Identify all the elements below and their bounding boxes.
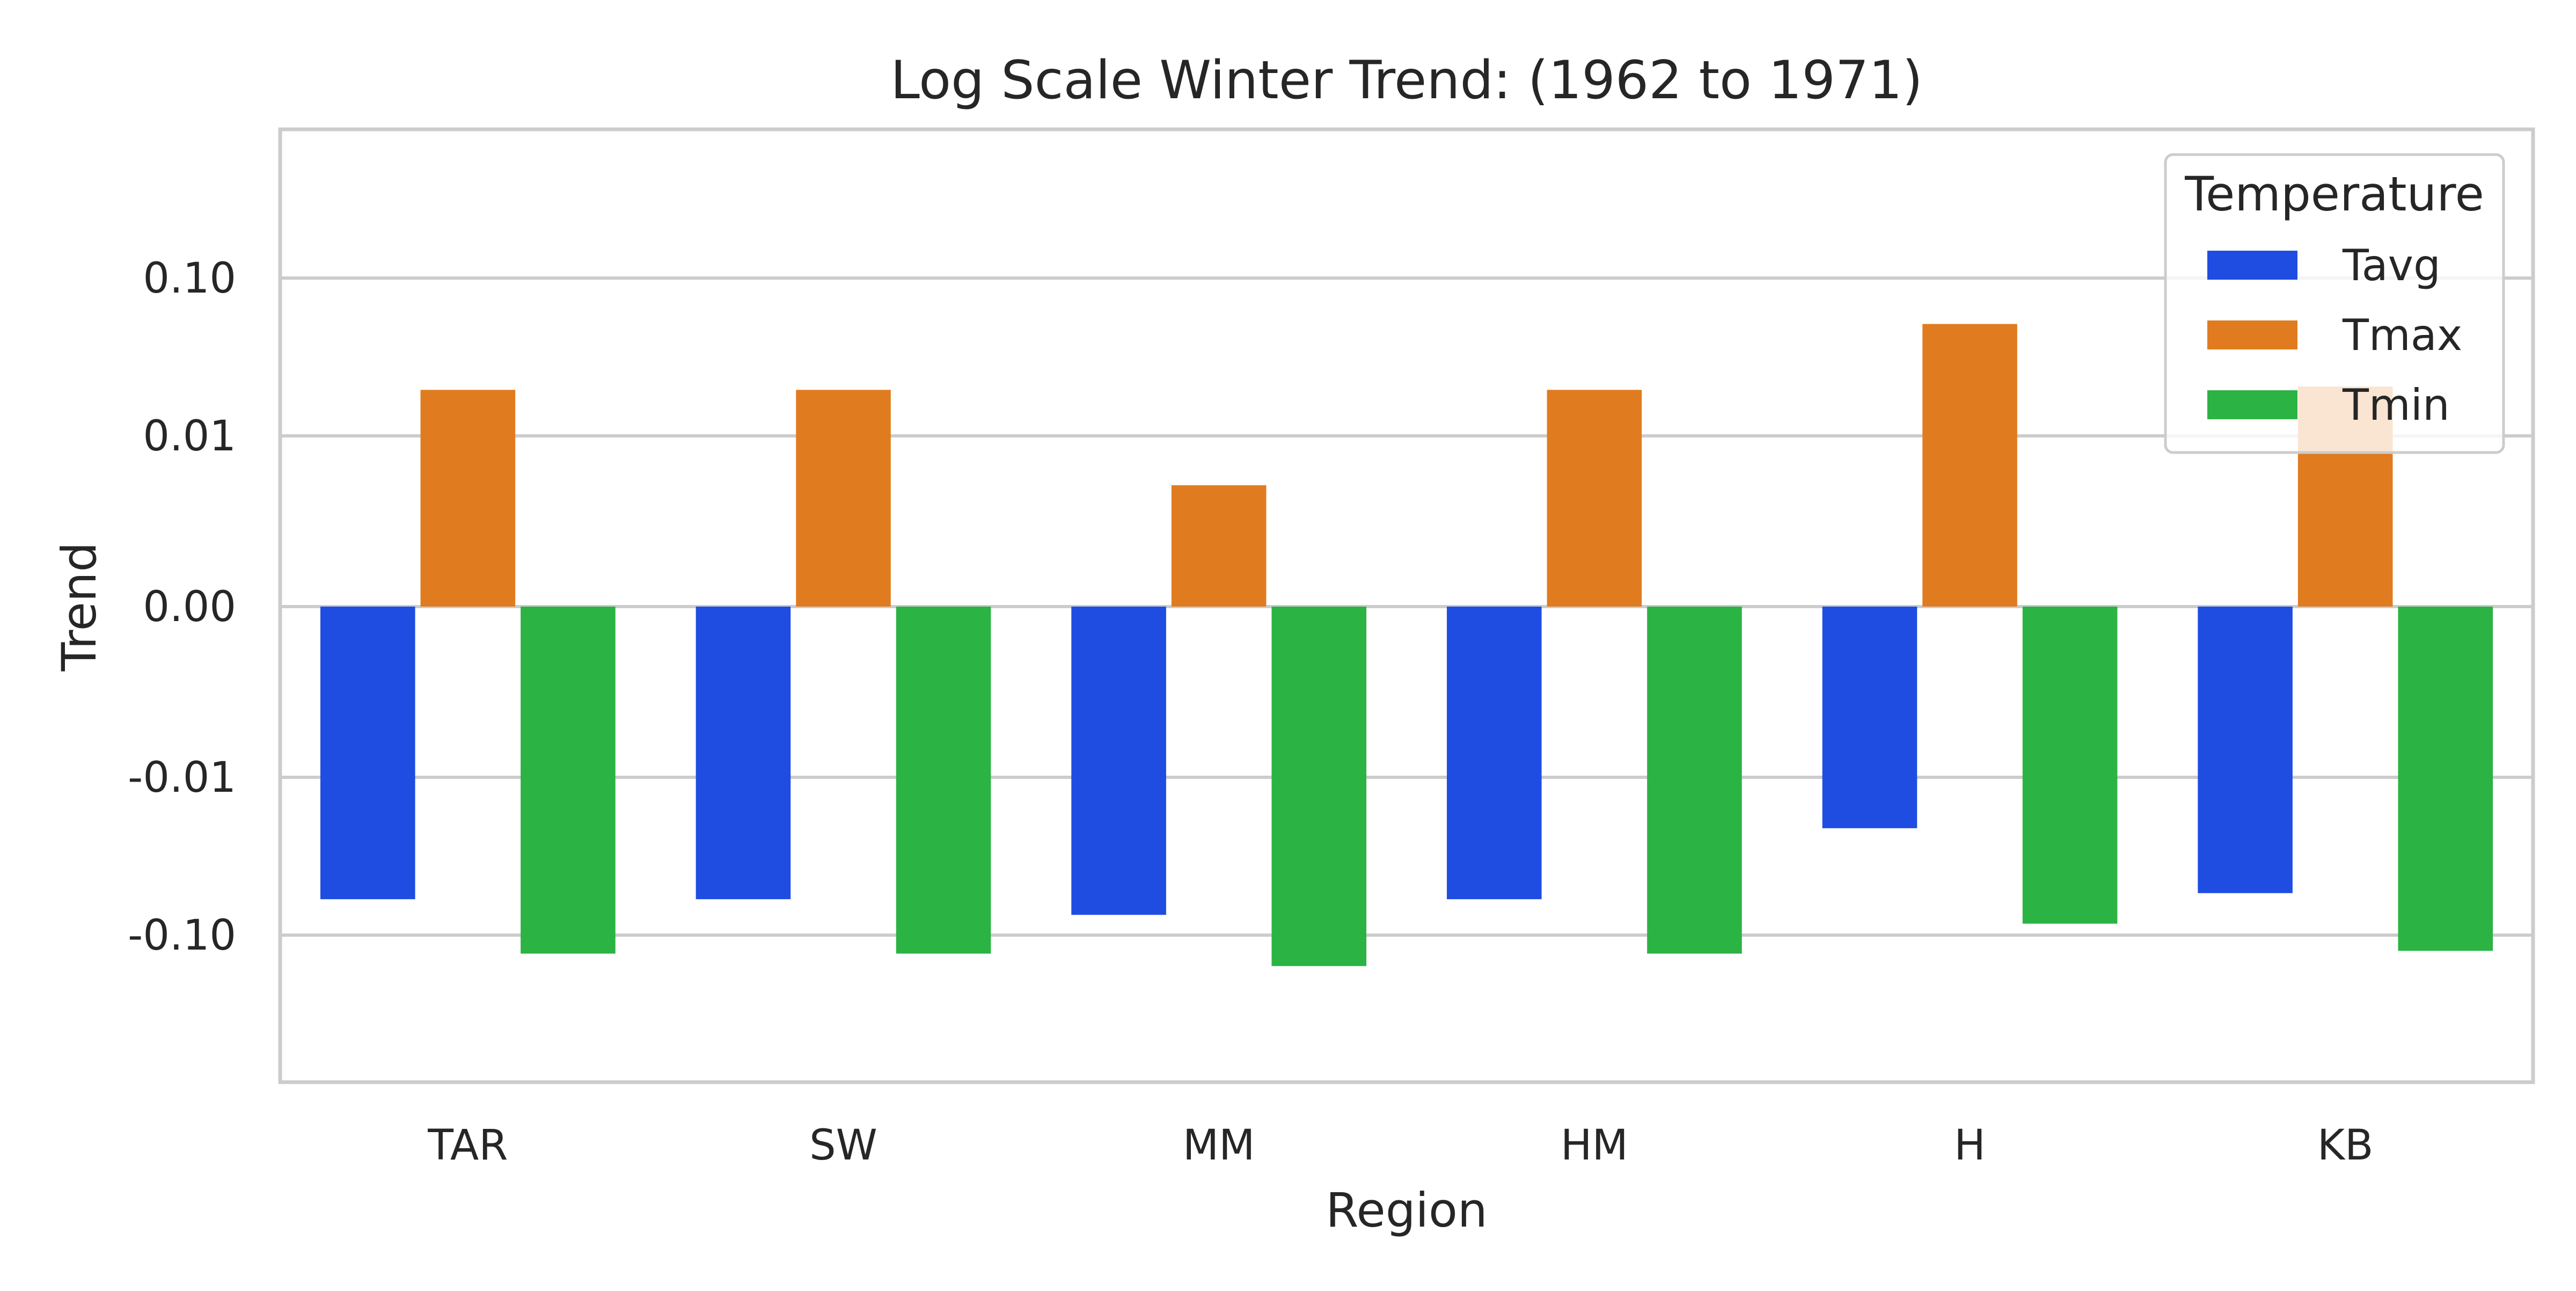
x-tick-label: HM [1561,1121,1628,1170]
y-tick-labels: 0.10 0.01 0.00 -0.01 -0.10 [128,254,236,960]
bar-tavg-sw [696,607,791,900]
chart-title: Log Scale Winter Trend: (1962 to 1971) [890,50,1923,111]
x-tick-label: KB [2317,1121,2374,1170]
bar-tavg-kb [2198,607,2293,893]
x-tick-labels: TAR SW MM HM H KB [427,1121,2373,1170]
bar-tmax-h [1922,324,2017,607]
y-axis-label: Trend [52,542,107,672]
legend-label-tmin: Tmin [2342,380,2450,430]
plot-frame [278,127,2535,1084]
legend-swatch-tmin [2207,390,2297,419]
bar-tmin-mm [1271,607,1367,966]
bar-tmin-kb [2398,607,2493,951]
legend-items: Tavg Tmax Tmin [2207,240,2462,430]
bar-tavg-mm [1071,607,1166,915]
x-tick-label: H [1954,1121,1986,1170]
bar-tmin-sw [896,607,991,954]
legend-label-tmax: Tmax [2342,310,2462,360]
x-tick-label: SW [809,1121,877,1170]
legend-title: Temperature [2184,166,2484,222]
y-tick-label: 0.10 [143,254,236,303]
bar-tavg-hm [1446,607,1542,900]
bar-tmax-tar [420,390,516,607]
legend-swatch-tmax [2207,320,2297,349]
bar-tavg-tar [320,607,415,900]
bar-tmin-h [2022,607,2118,924]
bars [320,324,2493,966]
legend-swatch-tavg [2207,251,2297,280]
bar-tmax-hm [1547,390,1642,607]
legend: Temperature Tavg Tmax Tmin [2164,153,2505,454]
bar-tmin-hm [1647,607,1742,954]
y-tick-label: 0.01 [143,412,236,461]
legend-label-tavg: Tavg [2342,240,2441,290]
y-tick-label: -0.01 [128,754,236,802]
legend-box [2164,153,2505,454]
bar-tmin-tar [521,607,616,954]
bar-tavg-h [1822,607,1918,828]
y-tick-label: -0.10 [128,911,236,960]
y-tick-label: 0.00 [143,583,236,631]
x-tick-label: TAR [427,1121,508,1170]
grid-lines [280,276,2533,937]
bar-tmax-sw [796,390,891,607]
x-axis-label: Region [1326,1183,1487,1238]
x-tick-label: MM [1183,1121,1255,1170]
bar-tmax-mm [1171,485,1267,607]
